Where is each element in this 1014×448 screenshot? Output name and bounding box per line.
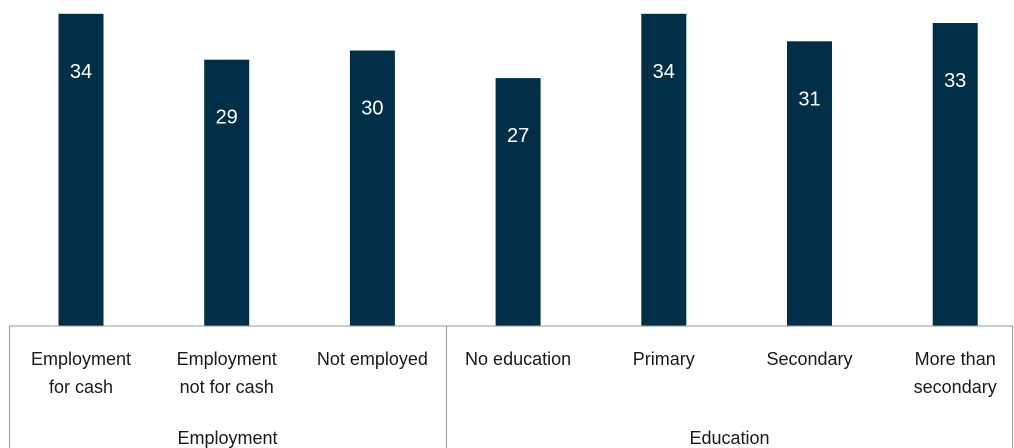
bar-3	[495, 78, 541, 326]
bar-1	[204, 59, 250, 326]
group-labels-layer: Employment Education	[177, 428, 769, 448]
category-label-4: Primary	[633, 349, 695, 369]
category-label-5: Secondary	[766, 349, 852, 369]
category-label-3: No education	[465, 349, 571, 369]
bar-value-label-0: 34	[70, 61, 92, 83]
bar-2	[349, 50, 395, 326]
bar-value-label-3: 27	[507, 125, 529, 147]
bar-value-label-1: 29	[216, 107, 238, 129]
bar-value-label-6: 33	[944, 70, 966, 92]
axes-layer	[9, 325, 1013, 448]
category-label-2: Not employed	[317, 349, 428, 369]
bar-0	[58, 13, 104, 327]
group-label-1: Education	[689, 428, 769, 448]
group-label-0: Employment	[177, 428, 277, 448]
category-label-0: Employment for cash	[31, 349, 131, 397]
bar-value-label-5: 31	[798, 88, 820, 110]
bars-layer: 34 29 30 27 34 31 33	[58, 13, 978, 327]
category-labels-layer: Employment for cash Employment not for cash…	[31, 349, 997, 397]
bar-6	[932, 23, 978, 326]
category-label-6: More than secondary	[914, 349, 997, 397]
category-label-1: Employment not for cash	[177, 349, 277, 397]
bar-5	[787, 41, 832, 327]
bar-value-label-4: 34	[653, 61, 675, 83]
bar-value-label-2: 30	[361, 98, 383, 120]
bar-4	[641, 13, 687, 327]
